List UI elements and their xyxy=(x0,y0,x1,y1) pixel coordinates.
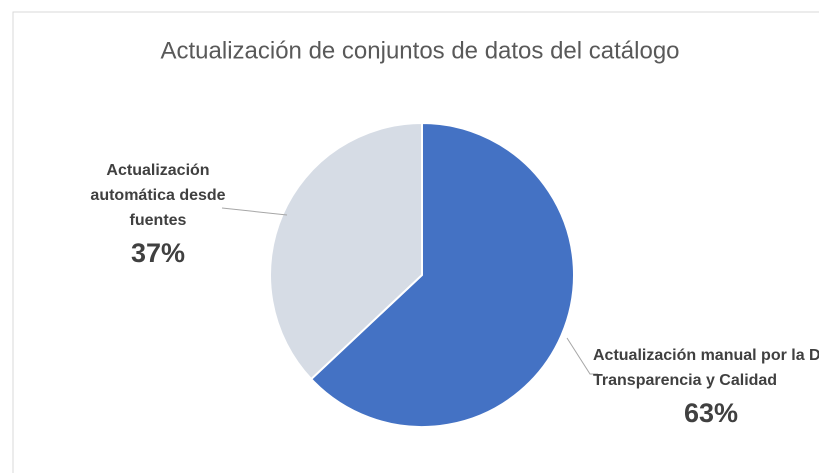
pie-slice xyxy=(309,121,575,428)
slice-label: Actualización automática desde fuentes 3… xyxy=(88,158,228,273)
chart-title: Actualización de conjuntos de datos del … xyxy=(160,37,679,64)
leader-line xyxy=(566,337,598,375)
category-label: Actualización automática desde fuentes xyxy=(90,162,226,229)
value-label: 37% xyxy=(130,238,186,268)
category-label: Actualización manual por la DG Transpare… xyxy=(593,347,819,389)
value-label: 63% xyxy=(683,398,739,428)
slice-label: Actualización manual por la DG Transpare… xyxy=(593,343,819,433)
chart-frame xyxy=(12,11,819,473)
leader-line xyxy=(221,207,288,216)
